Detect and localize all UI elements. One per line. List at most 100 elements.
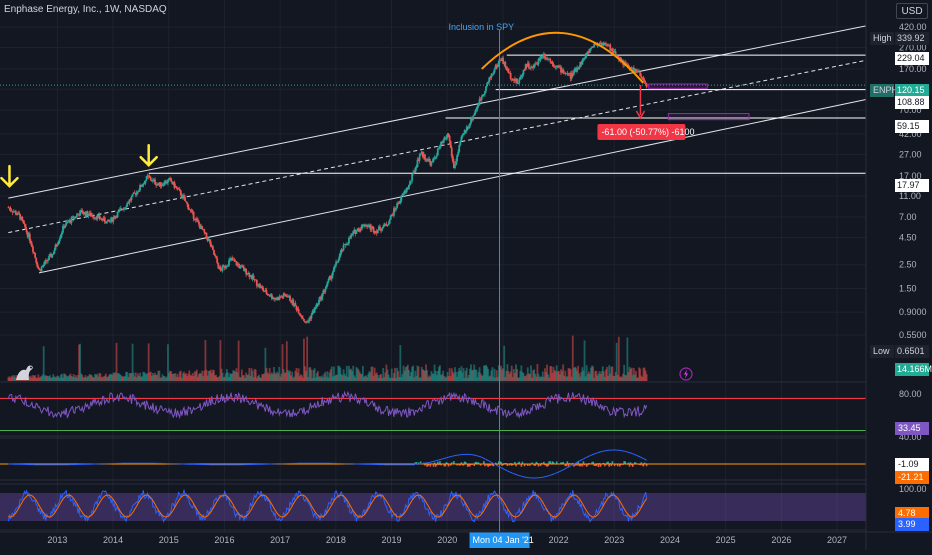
lightning-icon[interactable] xyxy=(679,367,693,381)
candle-body xyxy=(363,225,365,227)
candle-body xyxy=(37,267,39,269)
candle-body xyxy=(121,208,123,209)
candle-body xyxy=(586,53,588,55)
candle-body xyxy=(54,250,56,254)
candle-body xyxy=(356,231,358,234)
price-badge-value: 0.6501 xyxy=(897,346,925,356)
candle-body xyxy=(334,265,336,267)
candle-body xyxy=(145,180,147,183)
channel-lower-line xyxy=(39,100,866,273)
time-tick-label: 2025 xyxy=(716,535,736,545)
candle-body xyxy=(64,226,66,228)
candle-body xyxy=(26,229,28,232)
candle-body xyxy=(11,210,13,211)
candle-body xyxy=(148,176,150,177)
candle-body xyxy=(225,267,227,268)
volume-bar xyxy=(238,341,240,381)
measure-label: -61.00 (-50.77%) -6100 xyxy=(601,127,694,137)
candle-body xyxy=(483,94,485,95)
time-tick-label: 2023 xyxy=(604,535,624,545)
candle-body xyxy=(520,76,522,77)
candle-body xyxy=(414,168,416,173)
candle-body xyxy=(81,210,83,213)
candle-body xyxy=(485,86,487,91)
price-badge-tag-label: Low xyxy=(873,346,890,356)
marker-arrow-2 xyxy=(141,145,157,165)
rsi-line xyxy=(8,392,646,417)
candle-body xyxy=(424,154,426,159)
candle-body xyxy=(419,155,421,160)
price-tick-label: 4.50 xyxy=(899,232,917,242)
candle-body xyxy=(266,290,268,294)
candle-body xyxy=(450,141,452,148)
candle-body xyxy=(346,244,348,245)
candle-body xyxy=(493,72,495,74)
candle-body xyxy=(549,59,551,61)
crosshair-time-label: Mon 04 Jan '21 xyxy=(473,535,534,545)
currency-button[interactable]: USD xyxy=(896,3,928,19)
candle-body xyxy=(321,294,323,300)
time-tick-label: 2016 xyxy=(214,535,234,545)
time-tick-label: 2018 xyxy=(326,535,346,545)
candle-body xyxy=(420,154,422,156)
candle-body xyxy=(79,210,81,215)
candle-body xyxy=(454,165,456,168)
candle-body xyxy=(307,321,309,322)
candle-body xyxy=(327,281,329,285)
candle-body xyxy=(460,137,462,141)
candle-body xyxy=(403,194,405,195)
candle-body xyxy=(373,227,375,232)
candle-body xyxy=(389,220,391,224)
candle-body xyxy=(553,64,555,65)
candle-body xyxy=(71,217,73,223)
candle-body xyxy=(294,303,296,305)
time-tick-label: 2019 xyxy=(382,535,402,545)
candle-body xyxy=(214,255,216,257)
price-badge-value: 14.166M xyxy=(897,364,932,374)
candle-body xyxy=(517,83,519,84)
candle-body xyxy=(233,260,235,262)
candle-body xyxy=(52,254,54,255)
candle-body xyxy=(399,201,401,204)
price-tick-label: 11.00 xyxy=(899,191,921,201)
candle-body xyxy=(10,208,12,210)
candle-body xyxy=(328,279,330,281)
price-tick-label: 2.50 xyxy=(899,260,917,270)
volume-bar xyxy=(399,345,401,381)
candle-body xyxy=(289,296,291,301)
price-badge-value: 108.88 xyxy=(897,97,925,107)
candle-body xyxy=(261,287,263,288)
candle-body xyxy=(246,274,248,275)
candle-body xyxy=(388,224,390,226)
candle-body xyxy=(510,73,512,79)
candle-body xyxy=(18,212,20,213)
candle-body xyxy=(578,67,580,69)
candle-body xyxy=(106,221,108,224)
candle-body xyxy=(644,80,646,82)
candle-body xyxy=(315,307,317,308)
price-badge-tag-label: ENPH xyxy=(873,85,898,95)
candle-body xyxy=(149,177,151,178)
candle-body xyxy=(314,307,316,312)
candle-body xyxy=(408,185,410,189)
candle-body xyxy=(364,226,366,227)
price-tick-label: 1.50 xyxy=(899,283,917,293)
candle-body xyxy=(415,167,417,168)
candle-body xyxy=(401,196,403,201)
price-badge-value: 229.04 xyxy=(897,53,925,63)
candle-body xyxy=(301,316,303,318)
candle-body xyxy=(33,252,35,253)
candle-body xyxy=(552,62,554,65)
candle-body xyxy=(635,69,637,70)
candle-body xyxy=(643,78,645,80)
symbol-title[interactable]: Enphase Energy, Inc., 1W, NASDAQ xyxy=(4,4,167,15)
candle-body xyxy=(15,211,17,214)
candle-body xyxy=(183,195,185,197)
candle-body xyxy=(350,235,352,238)
candle-body xyxy=(387,225,389,226)
channel-mid-line xyxy=(8,60,866,232)
time-tick-label: 2020 xyxy=(437,535,457,545)
candle-body xyxy=(9,207,11,208)
candle-body xyxy=(410,181,412,182)
